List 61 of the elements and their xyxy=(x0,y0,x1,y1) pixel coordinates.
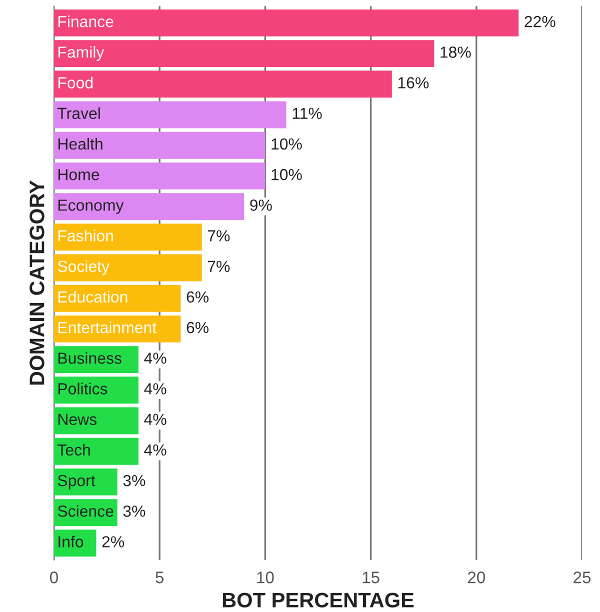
data-label: 6% xyxy=(186,291,209,303)
bar xyxy=(54,438,138,465)
bar xyxy=(54,162,266,190)
bar xyxy=(54,132,266,159)
data-label: 10% xyxy=(272,138,302,150)
y-tick-label: Family xyxy=(58,46,104,61)
x-tick-label: 5 xyxy=(156,572,164,584)
y-tick-label: Health xyxy=(58,138,102,150)
data-label: 4% xyxy=(144,352,166,364)
y-tick-label: Sport xyxy=(58,474,96,490)
bar xyxy=(54,254,202,282)
data-label: 4% xyxy=(144,444,166,456)
bar xyxy=(54,101,286,128)
bar xyxy=(54,40,434,68)
data-label: 16% xyxy=(398,77,429,88)
bar xyxy=(54,315,181,342)
data-label: 4% xyxy=(144,383,166,394)
data-label: 3% xyxy=(123,474,146,486)
data-label: 22% xyxy=(524,16,556,28)
x-axis-title: BOT PERCENTAGE xyxy=(222,592,414,608)
bar xyxy=(54,70,392,98)
bar xyxy=(54,284,181,312)
data-label: 7% xyxy=(208,230,230,242)
x-tick-label: 10 xyxy=(257,572,274,584)
data-label: 7% xyxy=(208,260,230,272)
data-label: 4% xyxy=(144,414,166,425)
bar xyxy=(54,530,96,557)
y-tick-label: Science xyxy=(58,505,114,517)
bar xyxy=(54,346,138,374)
x-tick-label: 0 xyxy=(50,572,58,584)
x-tick-label: 20 xyxy=(468,572,486,584)
y-tick-label: Society xyxy=(58,260,110,276)
y-tick-label: Politics xyxy=(58,382,108,394)
y-tick-label: Home xyxy=(58,169,100,180)
data-label: 10% xyxy=(272,168,302,180)
y-tick-label: Fashion xyxy=(58,230,113,242)
y-tick-label: Info xyxy=(58,536,84,548)
bar xyxy=(54,224,202,251)
y-axis-title: DOMAIN CATEGORY xyxy=(30,180,44,385)
y-tick-label: Entertainment xyxy=(58,322,156,334)
data-label: 6% xyxy=(186,322,209,334)
y-tick-label: Tech xyxy=(58,444,90,456)
data-label: 11% xyxy=(292,108,322,119)
y-tick-label: Economy xyxy=(58,200,124,214)
bar xyxy=(54,468,118,496)
data-label: 18% xyxy=(440,46,471,58)
y-tick-label: News xyxy=(58,414,97,426)
data-label: 9% xyxy=(250,200,272,211)
y-tick-label: Travel xyxy=(58,107,100,120)
y-tick-label: Business xyxy=(58,352,122,364)
bar xyxy=(54,407,138,434)
bar xyxy=(54,9,519,36)
y-tick-label: Food xyxy=(58,76,93,88)
data-label: 2% xyxy=(102,536,124,548)
bar xyxy=(54,376,138,404)
y-tick-label: Finance xyxy=(58,16,114,28)
bar xyxy=(54,193,244,220)
x-tick-label: 25 xyxy=(574,572,591,584)
data-label: 3% xyxy=(123,506,146,517)
x-tick-label: 15 xyxy=(362,572,380,584)
y-tick-label: Education xyxy=(58,290,128,303)
